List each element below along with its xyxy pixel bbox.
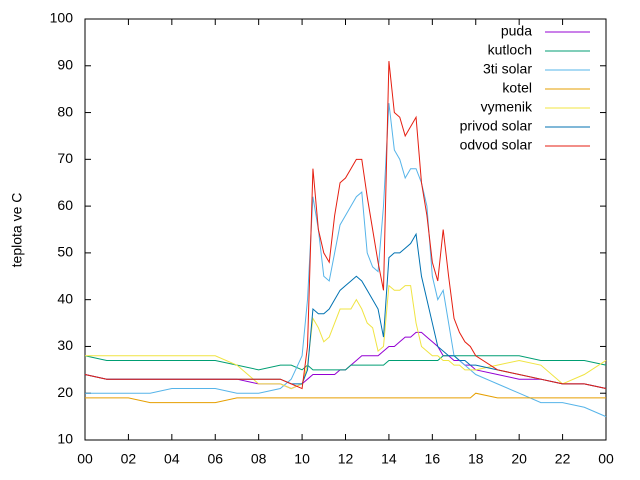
legend-label: privod solar [460,118,533,134]
y-tick-label: 40 [57,290,73,306]
y-tick-label: 10 [57,431,73,447]
series-line [85,284,607,390]
legend-label: kutloch [488,42,532,58]
x-tick-label: 14 [381,451,397,467]
x-tick-label: 12 [338,451,354,467]
y-tick-label: 80 [57,103,73,119]
series-line [84,61,607,390]
x-tick-label: 16 [425,451,441,467]
y-tick-label: 20 [57,384,73,400]
plot-border [84,18,607,441]
x-tick-label: 02 [121,451,137,467]
x-tick-label: 18 [468,451,484,467]
x-tick-label: 08 [251,451,267,467]
y-tick-label: 100 [50,10,74,26]
series-line [84,355,607,371]
x-tick-label: 04 [164,451,180,467]
legend-label: puda [501,23,532,39]
legend-label: odvod solar [460,137,533,153]
y-tick-label: 50 [57,244,73,260]
y-tick-label: 30 [57,337,73,353]
x-tick-label: 06 [207,451,223,467]
x-tick-label: 00 [77,451,93,467]
x-tick-label: 10 [294,451,310,467]
y-tick-label: 60 [57,197,73,213]
y-tick-label: 70 [57,150,73,166]
y-axis-label: teplota ve C [9,193,25,268]
legend-label: vymenik [481,99,533,115]
legend-label: kotel [502,80,532,96]
series-line [85,103,607,418]
x-tick-label: 20 [511,451,527,467]
series-line [85,392,606,404]
legend-label: 3ti solar [483,61,532,77]
x-tick-label: 00 [598,451,614,467]
x-tick-label: 22 [555,451,571,467]
y-tick-label: 90 [57,56,73,72]
